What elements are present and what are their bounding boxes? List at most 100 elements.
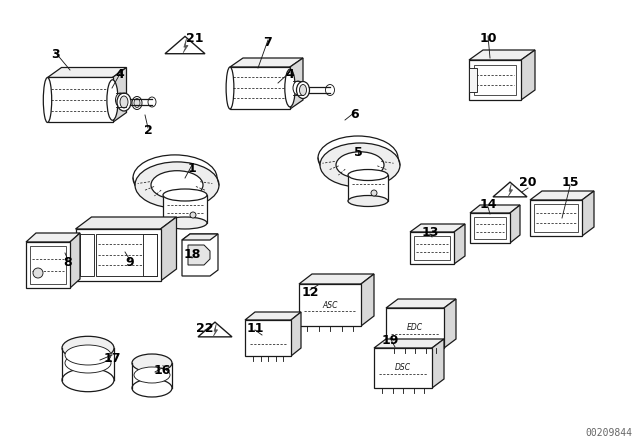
Polygon shape <box>410 224 465 232</box>
Bar <box>95 234 157 276</box>
Ellipse shape <box>148 97 156 107</box>
Polygon shape <box>290 58 303 109</box>
Text: 12: 12 <box>301 285 319 298</box>
Polygon shape <box>361 274 374 326</box>
Text: 10: 10 <box>479 31 497 44</box>
Ellipse shape <box>133 155 217 201</box>
Polygon shape <box>470 213 510 243</box>
Ellipse shape <box>300 85 307 95</box>
Text: 9: 9 <box>125 255 134 268</box>
Polygon shape <box>245 312 301 320</box>
Ellipse shape <box>65 345 111 365</box>
Polygon shape <box>182 234 218 240</box>
Ellipse shape <box>336 152 384 178</box>
Ellipse shape <box>151 171 203 199</box>
Circle shape <box>371 190 377 196</box>
Text: 14: 14 <box>479 198 497 211</box>
Ellipse shape <box>293 81 303 95</box>
Circle shape <box>33 268 43 278</box>
Polygon shape <box>188 245 210 265</box>
Text: 4: 4 <box>116 69 124 82</box>
Ellipse shape <box>285 69 295 107</box>
Ellipse shape <box>138 369 166 382</box>
Ellipse shape <box>117 93 131 111</box>
Text: 11: 11 <box>246 322 264 335</box>
Polygon shape <box>374 348 432 388</box>
Polygon shape <box>530 200 582 236</box>
Polygon shape <box>444 299 456 348</box>
Polygon shape <box>113 68 127 122</box>
Ellipse shape <box>107 80 118 120</box>
Ellipse shape <box>320 143 400 187</box>
Polygon shape <box>469 60 521 100</box>
Text: DSC: DSC <box>395 363 411 372</box>
Bar <box>534 204 578 232</box>
Polygon shape <box>469 50 535 60</box>
Polygon shape <box>291 312 301 356</box>
Polygon shape <box>299 284 361 326</box>
Bar <box>414 236 450 260</box>
Ellipse shape <box>318 136 398 180</box>
Polygon shape <box>493 182 527 197</box>
Text: 7: 7 <box>264 35 273 48</box>
Polygon shape <box>348 175 388 201</box>
Text: 17: 17 <box>103 352 121 365</box>
Text: 4: 4 <box>285 69 294 82</box>
Polygon shape <box>510 205 520 243</box>
Polygon shape <box>161 217 177 281</box>
Polygon shape <box>230 67 290 109</box>
Ellipse shape <box>134 367 170 383</box>
Text: 15: 15 <box>561 177 579 190</box>
Ellipse shape <box>65 353 111 373</box>
Text: 19: 19 <box>381 333 399 346</box>
Text: 1: 1 <box>188 161 196 175</box>
Polygon shape <box>26 233 80 242</box>
Ellipse shape <box>226 67 234 109</box>
Polygon shape <box>432 339 444 388</box>
Text: 22: 22 <box>196 322 214 335</box>
Circle shape <box>88 359 98 369</box>
Polygon shape <box>521 50 535 100</box>
Ellipse shape <box>132 96 142 109</box>
Polygon shape <box>47 78 113 122</box>
Bar <box>143 234 157 276</box>
Polygon shape <box>410 232 454 264</box>
Bar <box>79 234 93 276</box>
Text: ASC: ASC <box>323 301 338 310</box>
Text: 6: 6 <box>351 108 359 121</box>
Circle shape <box>152 370 162 380</box>
Ellipse shape <box>115 93 125 107</box>
Polygon shape <box>26 242 70 288</box>
Ellipse shape <box>348 169 388 181</box>
Polygon shape <box>299 274 374 284</box>
Text: 00209844: 00209844 <box>585 428 632 438</box>
Polygon shape <box>47 68 127 78</box>
Circle shape <box>190 212 196 218</box>
Ellipse shape <box>132 354 172 372</box>
Ellipse shape <box>163 189 207 201</box>
Text: 21: 21 <box>186 31 204 44</box>
Polygon shape <box>454 224 465 264</box>
Ellipse shape <box>62 336 114 360</box>
Ellipse shape <box>135 162 219 208</box>
Polygon shape <box>165 36 205 54</box>
Polygon shape <box>508 184 513 196</box>
Polygon shape <box>470 205 520 213</box>
Text: 20: 20 <box>519 177 537 190</box>
Ellipse shape <box>326 85 335 95</box>
Polygon shape <box>76 217 177 229</box>
Ellipse shape <box>334 145 382 171</box>
Bar <box>469 68 477 92</box>
Text: 3: 3 <box>51 48 60 61</box>
Polygon shape <box>182 234 218 276</box>
Polygon shape <box>530 191 594 200</box>
Ellipse shape <box>120 96 128 108</box>
Polygon shape <box>245 320 291 356</box>
Ellipse shape <box>149 164 201 192</box>
Polygon shape <box>76 229 161 281</box>
Text: EDC: EDC <box>407 323 423 332</box>
Text: 8: 8 <box>64 255 72 268</box>
Text: 16: 16 <box>154 363 171 376</box>
Polygon shape <box>183 39 188 53</box>
Ellipse shape <box>163 217 207 229</box>
